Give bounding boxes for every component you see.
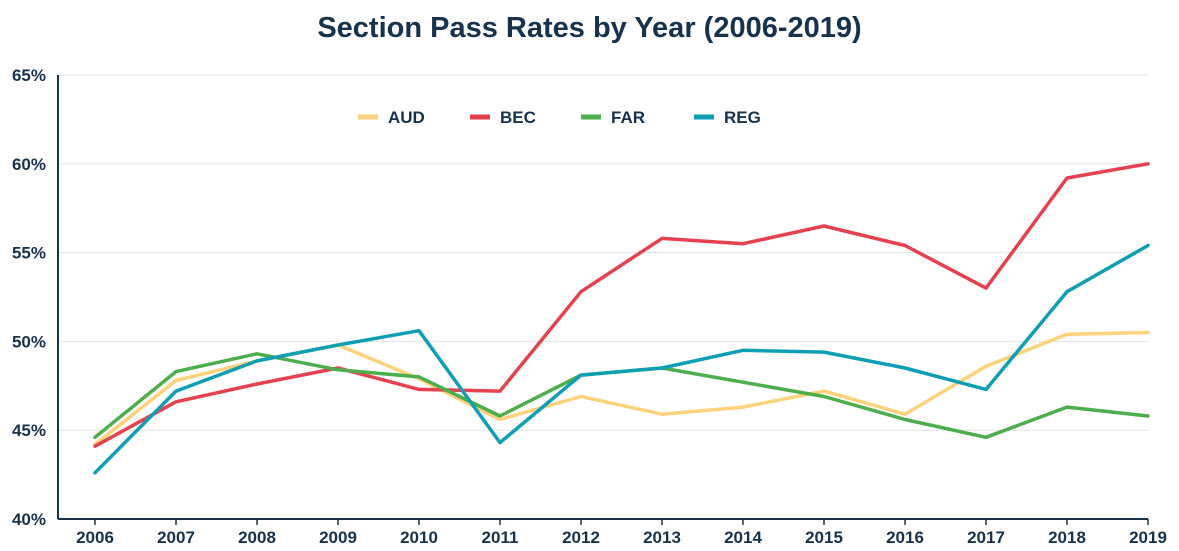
x-tick-label: 2018 (1048, 528, 1086, 547)
axes (57, 75, 1149, 525)
series-line-reg (93, 243, 1150, 475)
x-tick-label: 2012 (562, 528, 600, 547)
x-tick-label: 2017 (967, 528, 1005, 547)
y-tick-label: 60% (12, 155, 46, 174)
x-tick-label: 2013 (643, 528, 681, 547)
gridlines (58, 74, 1148, 431)
series-lines (93, 162, 1150, 475)
legend-label-reg: REG (724, 108, 761, 127)
legend: AUD BEC FAR REG (358, 108, 761, 127)
legend-label-bec: BEC (500, 108, 536, 127)
x-tick-label: 2019 (1129, 528, 1167, 547)
y-tick-label: 45% (12, 421, 46, 440)
x-tick-label: 2010 (400, 528, 438, 547)
legend-label-aud: AUD (388, 108, 425, 127)
y-tick-labels: 40% 45% 50% 55% 60% 65% (12, 66, 46, 529)
series-line-bec (93, 162, 1150, 448)
x-tick-labels: 2006 2007 2008 2009 2010 2011 2012 2013 2014 2015… (76, 528, 1167, 547)
x-tick-label: 2016 (886, 528, 924, 547)
x-tick-label: 2015 (805, 528, 843, 547)
x-tick-label: 2014 (724, 528, 762, 547)
x-tick-label: 2007 (157, 528, 195, 547)
x-tick-label: 2009 (319, 528, 357, 547)
y-tick-label: 40% (12, 510, 46, 529)
series-line-aud (93, 330, 1150, 447)
x-tick-label: 2006 (76, 528, 114, 547)
x-tick-label: 2011 (482, 528, 519, 547)
legend-label-far: FAR (611, 108, 645, 127)
x-tick-label: 2008 (238, 528, 276, 547)
chart-title: Section Pass Rates by Year (2006-2019) (317, 12, 862, 44)
y-tick-label: 55% (12, 244, 46, 263)
y-tick-label: 50% (12, 332, 46, 351)
y-tick-label: 65% (12, 66, 46, 85)
